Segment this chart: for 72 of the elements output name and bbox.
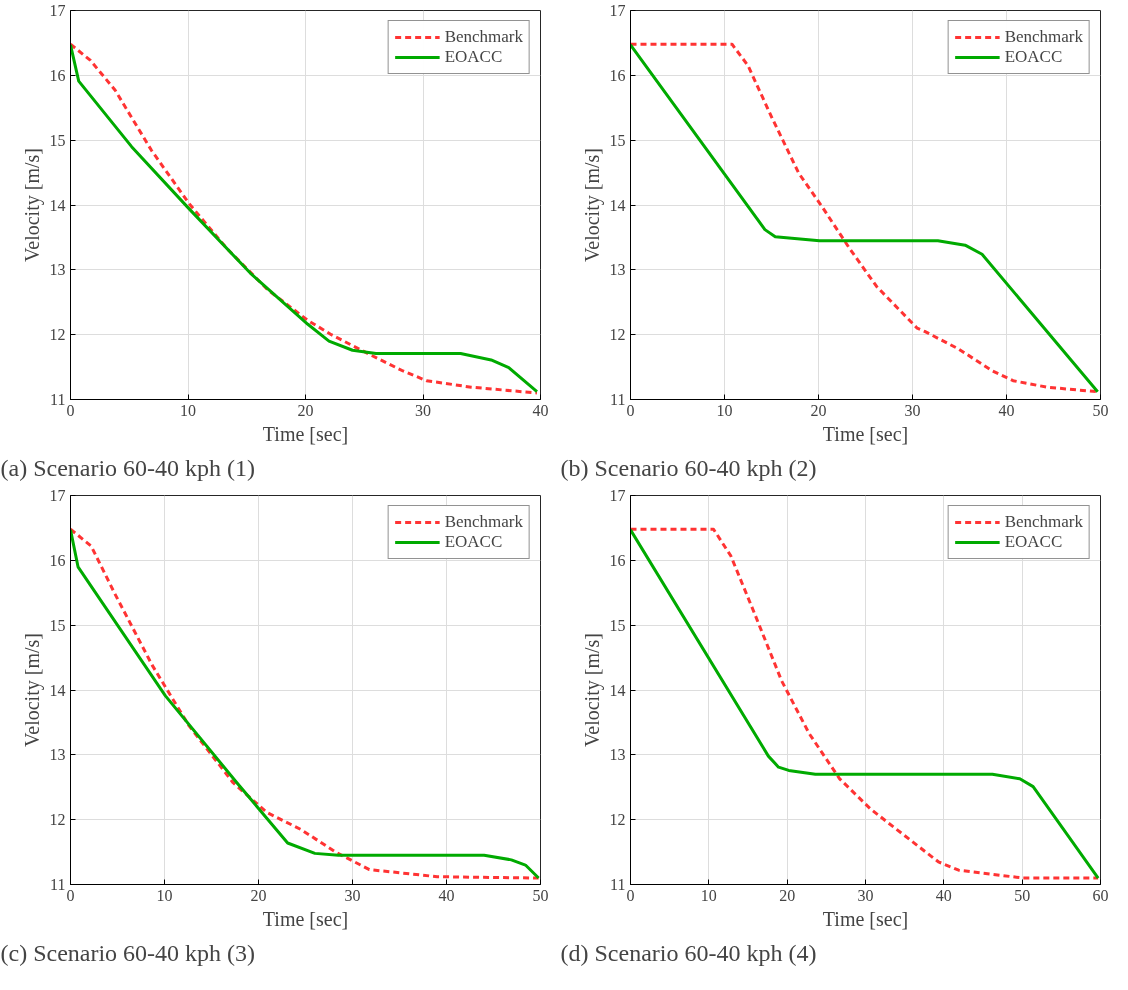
y-axis-title: Velocity [m/s]: [580, 148, 604, 262]
y-tick-label: 16: [49, 66, 66, 84]
y-tick-label: 15: [49, 131, 66, 149]
y-tick-label: 11: [50, 876, 66, 893]
x-tick-label: 20: [297, 401, 314, 419]
x-tick-label: 50: [1092, 401, 1109, 419]
legend-label: EOACC: [444, 532, 503, 552]
x-tick-label: 40: [998, 401, 1015, 419]
x-tick-label: 30: [904, 401, 921, 419]
y-tick-label: 13: [49, 261, 66, 279]
legend-label: Benchmark: [444, 27, 523, 47]
y-tick-label: 15: [609, 616, 626, 634]
x-tick-label: 30: [415, 401, 431, 419]
x-axis-title: Time [sec]: [822, 907, 909, 930]
y-tick-label: 17: [49, 487, 66, 504]
y-tick-label: 16: [609, 66, 626, 84]
text: (c) Scenario 60-40 kph (3): [0, 939, 256, 966]
x-tick-label: 10: [180, 401, 196, 419]
y-axis-title: Velocity [m/s]: [580, 633, 604, 747]
x-tick-label: 0: [626, 886, 635, 904]
y-tick-label: 17: [49, 2, 66, 19]
x-tick-label: 50: [1014, 886, 1031, 904]
x-tick-label: 0: [626, 401, 635, 419]
text: (b) Scenario 60-40 kph (2): [560, 454, 817, 481]
y-tick-label: 15: [49, 616, 66, 634]
y-tick-label: 15: [609, 131, 626, 149]
x-tick-label: 40: [935, 886, 952, 904]
y-tick-label: 14: [609, 196, 626, 214]
legend-label: Benchmark: [1004, 27, 1083, 47]
y-tick-label: 14: [49, 196, 66, 214]
y-tick-label: 11: [50, 391, 66, 408]
legend-label: EOACC: [1004, 532, 1063, 552]
y-axis-title: Velocity [m/s]: [20, 148, 44, 262]
x-tick-label: 30: [344, 886, 361, 904]
y-tick-label: 11: [610, 391, 626, 408]
y-tick-label: 16: [609, 551, 626, 569]
x-tick-label: 20: [250, 886, 267, 904]
x-axis-title: Time [sec]: [262, 907, 349, 930]
legend-label: Benchmark: [1004, 512, 1083, 532]
y-tick-label: 17: [609, 2, 626, 19]
y-tick-label: 13: [49, 746, 66, 764]
legend-label: EOACC: [1004, 47, 1063, 67]
y-tick-label: 12: [49, 326, 66, 344]
y-axis-title: Velocity [m/s]: [20, 633, 44, 747]
x-tick-label: 20: [779, 886, 796, 904]
y-tick-label: 17: [609, 487, 626, 504]
y-tick-label: 14: [609, 681, 626, 699]
text: (d) Scenario 60-40 kph (4): [560, 939, 817, 966]
y-tick-label: 12: [609, 811, 626, 829]
x-tick-label: 30: [857, 886, 874, 904]
y-tick-label: 12: [609, 326, 626, 344]
x-tick-label: 40: [532, 401, 549, 419]
x-axis-title: Time [sec]: [262, 422, 349, 445]
x-tick-label: 20: [810, 401, 827, 419]
y-tick-label: 13: [609, 746, 626, 764]
x-tick-label: 10: [156, 886, 173, 904]
x-tick-label: 60: [1092, 886, 1109, 904]
y-tick-label: 11: [610, 876, 626, 893]
x-tick-label: 10: [716, 401, 733, 419]
y-tick-label: 16: [49, 551, 66, 569]
y-tick-label: 13: [609, 261, 626, 279]
text: (a) Scenario 60-40 kph (1): [0, 454, 256, 481]
legend-label: EOACC: [444, 47, 503, 67]
y-tick-label: 14: [49, 681, 66, 699]
x-tick-label: 40: [438, 886, 455, 904]
legend-label: Benchmark: [444, 512, 523, 532]
y-tick-label: 12: [49, 811, 66, 829]
x-tick-label: 10: [700, 886, 717, 904]
x-tick-label: 0: [66, 401, 75, 419]
x-tick-label: 0: [66, 886, 75, 904]
x-tick-label: 50: [532, 886, 549, 904]
x-axis-title: Time [sec]: [822, 422, 909, 445]
